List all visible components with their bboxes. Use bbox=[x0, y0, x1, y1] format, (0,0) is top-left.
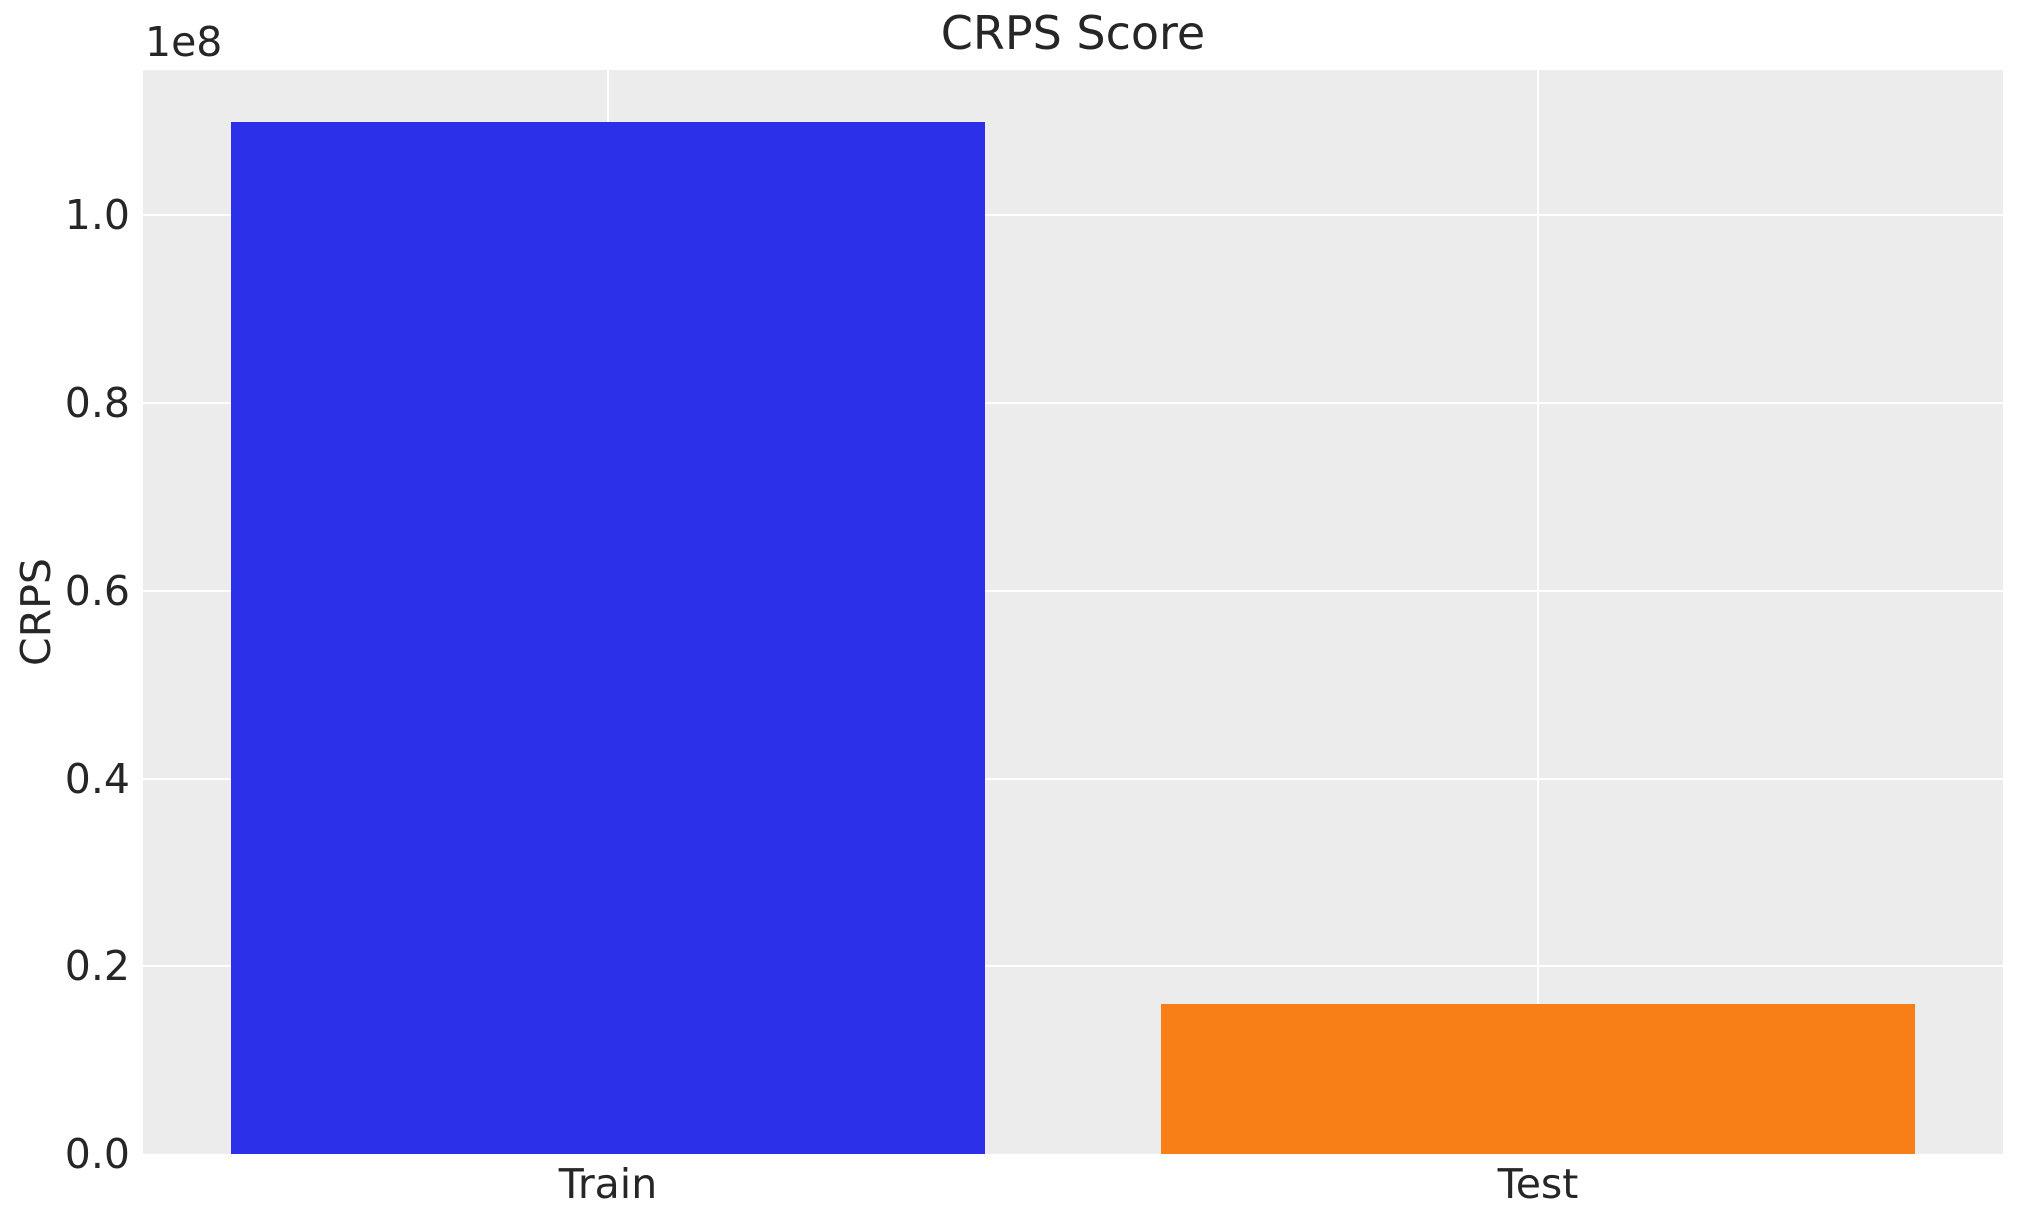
bar-train bbox=[231, 121, 985, 1154]
h-gridline bbox=[143, 965, 2003, 968]
bar-test bbox=[1161, 1003, 1915, 1154]
y-tick-label: 0.4 bbox=[64, 754, 130, 803]
y-tick-label: 1.0 bbox=[64, 191, 130, 240]
y-tick-label: 0.6 bbox=[64, 566, 130, 615]
h-gridline bbox=[143, 777, 2003, 780]
y-tick-label: 0.0 bbox=[64, 1130, 130, 1178]
chart-title: CRPS Score bbox=[940, 6, 1206, 60]
h-gridline bbox=[143, 589, 2003, 592]
h-gridline bbox=[143, 214, 2003, 217]
x-tick-label-train: Train bbox=[558, 1160, 658, 1208]
v-gridline bbox=[1537, 70, 1539, 1154]
y-axis-offset-text: 1e8 bbox=[145, 18, 223, 66]
y-tick-label: 0.2 bbox=[64, 942, 130, 991]
plot-area bbox=[143, 70, 2003, 1154]
h-gridline bbox=[143, 402, 2003, 405]
y-tick-label: 0.8 bbox=[64, 379, 130, 428]
x-tick-label-test: Test bbox=[1497, 1160, 1579, 1208]
